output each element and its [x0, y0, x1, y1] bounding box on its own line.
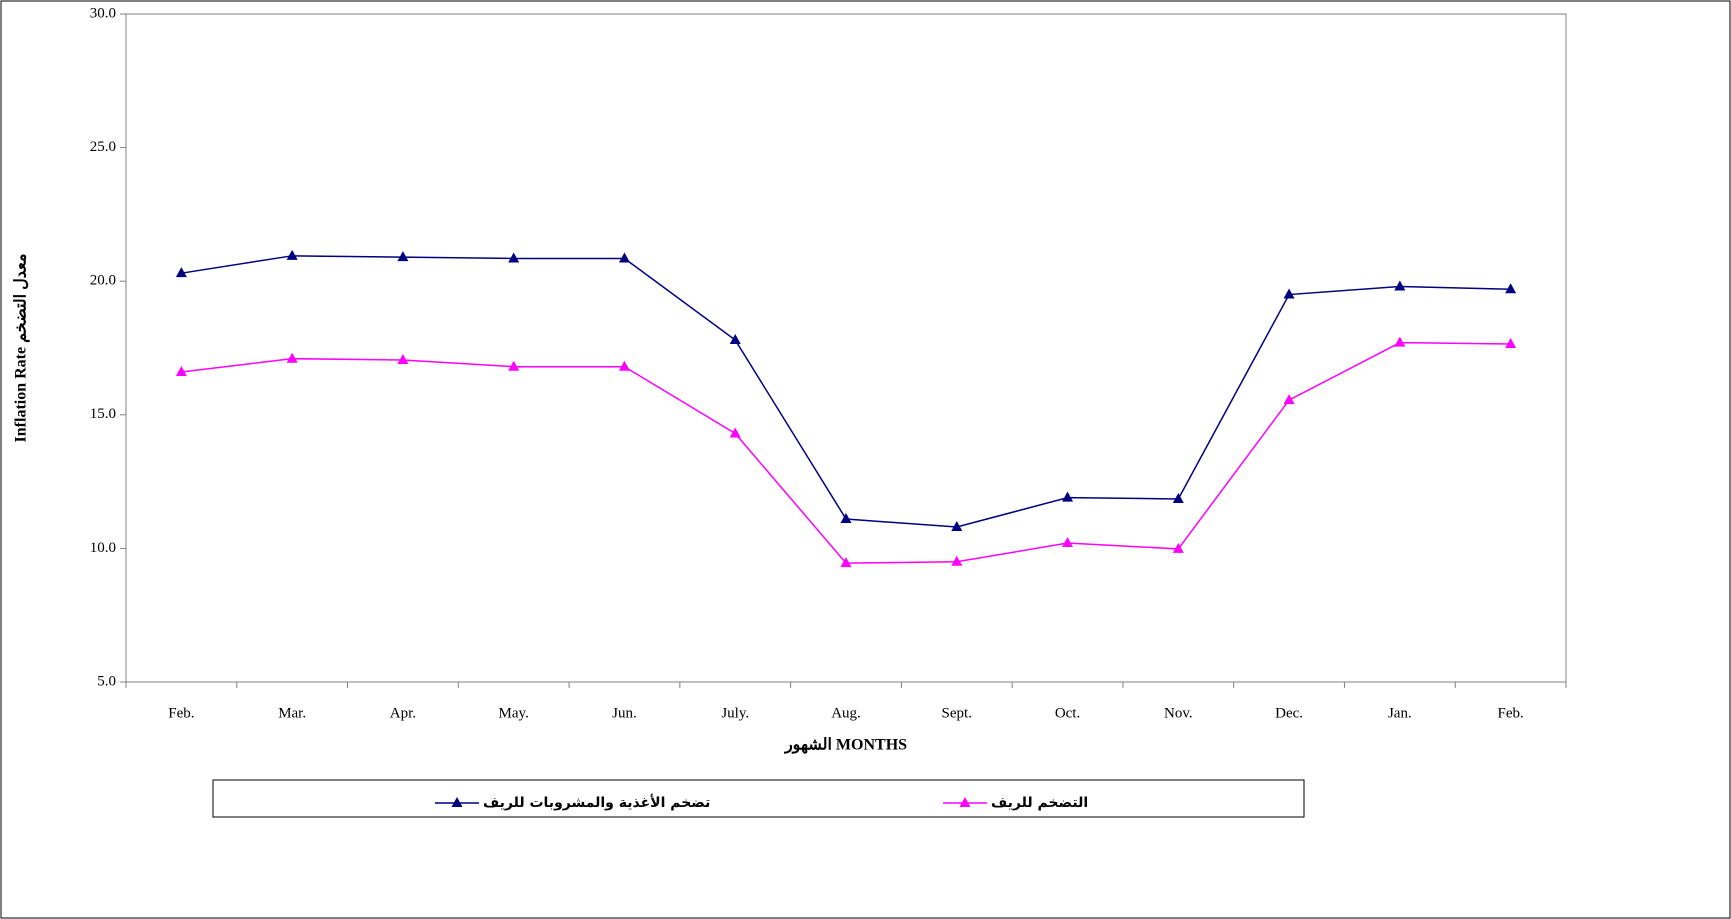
marker [951, 521, 963, 532]
legend-box [212, 779, 1305, 818]
x-tick-label: July. [721, 705, 749, 721]
marker [508, 360, 520, 371]
marker [1062, 491, 1074, 502]
marker [508, 252, 520, 263]
marker [397, 251, 409, 262]
marker [175, 366, 187, 377]
y-tick-label: 25.0 [90, 139, 116, 155]
x-tick-label: Sept. [942, 705, 972, 721]
marker [1394, 336, 1406, 347]
marker [397, 354, 409, 365]
x-axis-title: الشهور MONTHS [784, 737, 907, 755]
marker [286, 249, 298, 260]
y-tick-label: 15.0 [90, 406, 116, 422]
marker [618, 360, 630, 371]
marker [729, 333, 741, 344]
marker [959, 797, 971, 807]
x-tick-label: Oct. [1055, 705, 1080, 721]
series-line [181, 341, 1511, 564]
x-tick-label: Jun. [612, 705, 637, 721]
x-tick-label: Apr. [390, 705, 416, 721]
y-tick-label: 10.0 [90, 540, 116, 556]
marker [1062, 537, 1074, 548]
marker [618, 252, 630, 263]
marker [840, 557, 852, 568]
marker [1172, 542, 1184, 553]
marker [729, 427, 741, 438]
x-tick-label: Aug. [831, 705, 861, 721]
x-tick-label: Mar. [278, 705, 306, 721]
x-tick-label: Feb. [1497, 705, 1523, 721]
marker [840, 513, 852, 524]
marker [175, 267, 187, 278]
plot-area [125, 13, 1567, 683]
x-tick-label: Nov. [1164, 705, 1193, 721]
marker [451, 797, 463, 807]
marker [1283, 394, 1295, 405]
x-tick-label: Jan. [1388, 705, 1412, 721]
marker [951, 555, 963, 566]
marker [1505, 337, 1517, 348]
series-line [181, 255, 1511, 528]
marker [1172, 492, 1184, 503]
legend-label: تضخم الأغذية والمشروبات للريف [483, 794, 710, 811]
y-axis-title: Inflation Rate معدل التضخم [13, 254, 31, 443]
marker [1505, 283, 1517, 294]
legend-label: التضخم للريف [991, 795, 1088, 811]
x-tick-label: May. [499, 705, 529, 721]
y-tick-label: 20.0 [90, 273, 116, 289]
marker [1283, 288, 1295, 299]
marker [286, 352, 298, 363]
y-tick-label: 5.0 [97, 673, 116, 689]
x-tick-label: Dec. [1275, 705, 1303, 721]
marker [1394, 280, 1406, 291]
x-tick-label: Feb. [168, 705, 194, 721]
y-tick-label: 30.0 [90, 5, 116, 21]
